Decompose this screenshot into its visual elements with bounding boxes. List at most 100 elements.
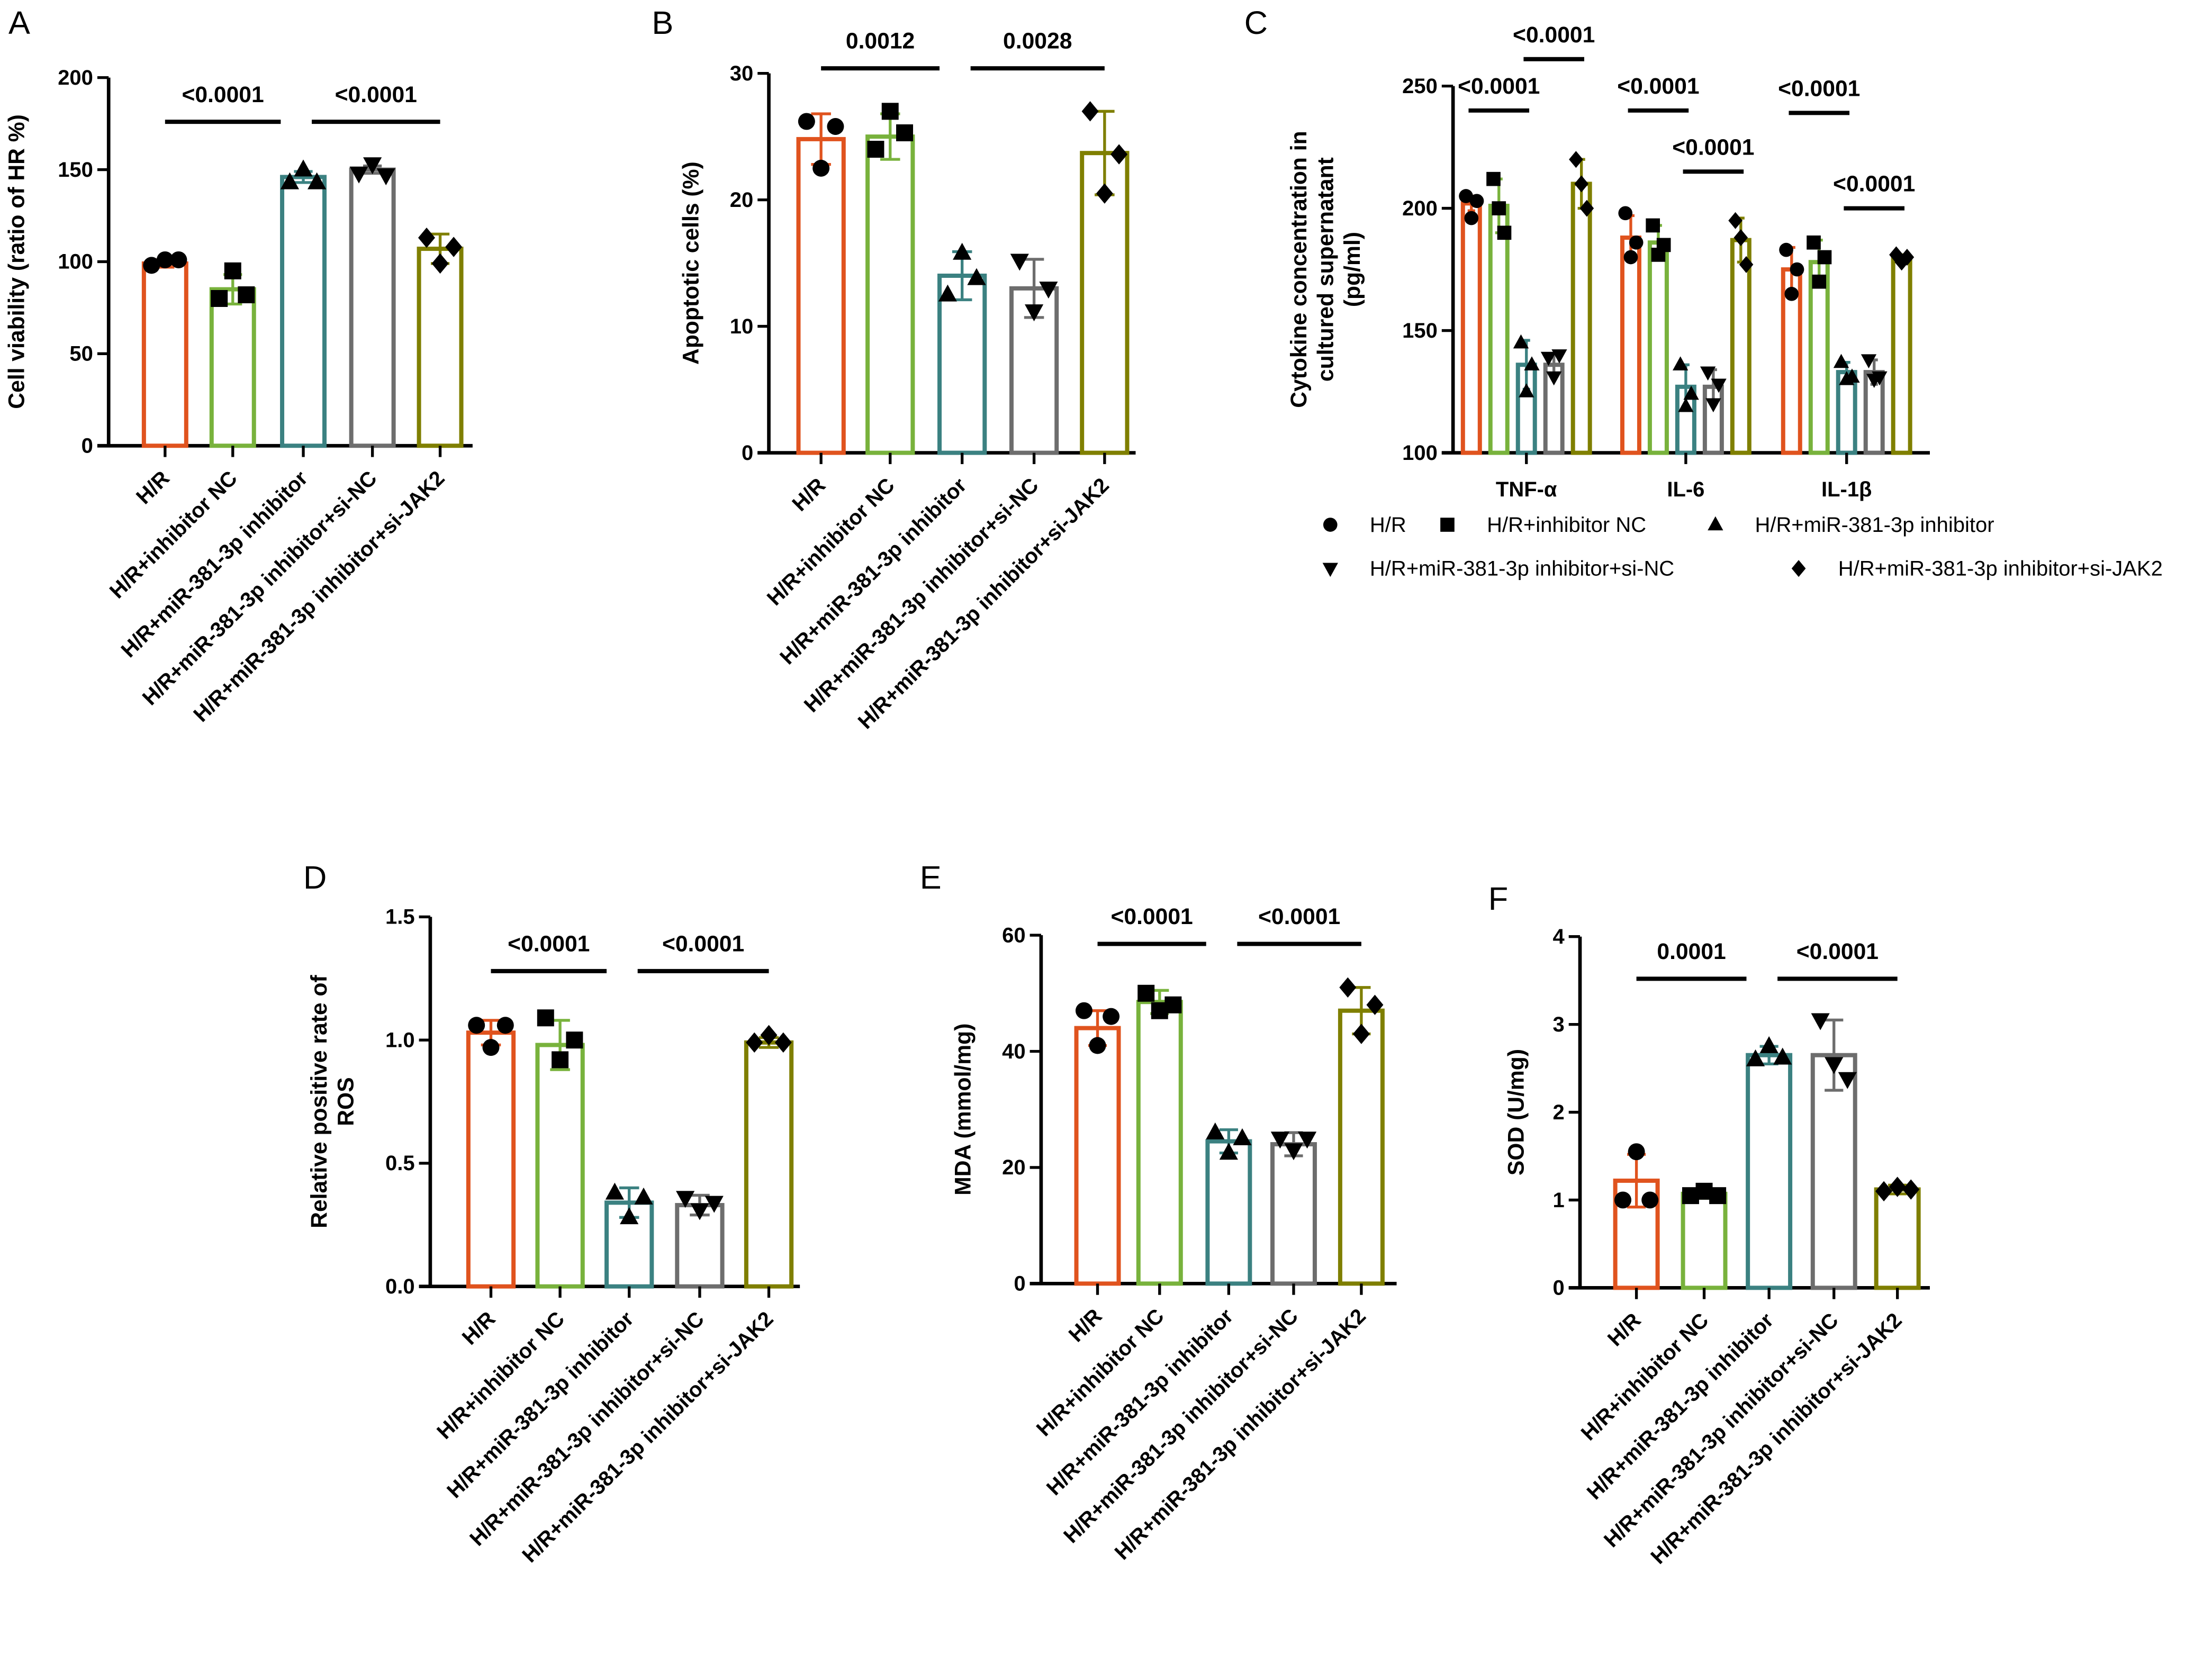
- data-point-triangle-up: [1833, 354, 1849, 368]
- data-point-square: [867, 141, 884, 158]
- x-tick-label: H/R+miR-381-3p inhibitor+si-JAK2: [518, 1307, 778, 1567]
- y-axis-label: Cell viability (ratio of HR %): [4, 114, 29, 409]
- data-point-triangle-up: [1672, 356, 1689, 370]
- data-point-triangle-down: [1825, 1057, 1844, 1074]
- data-point-circle: [1618, 206, 1633, 221]
- y-tick-label: 0.5: [385, 1152, 415, 1175]
- data-point-square: [1486, 171, 1501, 186]
- bar: [1460, 201, 1482, 455]
- y-tick-label: 200: [1402, 197, 1438, 220]
- data-point-square: [1812, 274, 1827, 289]
- data-point-circle: [1075, 1002, 1093, 1019]
- data-point-square: [1807, 235, 1821, 250]
- bar: [280, 175, 327, 448]
- data-point-triangle-up: [1746, 1049, 1765, 1066]
- data-point-triangle-down: [1551, 349, 1567, 364]
- p-value-label: <0.0001: [1796, 939, 1879, 964]
- data-point-triangle-down: [1700, 366, 1716, 381]
- data-point-triangle-down: [1705, 398, 1721, 413]
- data-point-square: [1497, 225, 1512, 240]
- legend: H/R H/R+inhibitor NC H/R+miR-381-3p inhibi…: [1322, 513, 2163, 580]
- panel-label: B: [652, 5, 673, 41]
- data-point-triangle-down: [1861, 354, 1877, 369]
- data-point-triangle-up: [1759, 1036, 1778, 1053]
- data-point-triangle-up: [1233, 1128, 1252, 1145]
- bar: [209, 287, 256, 448]
- data-point-circle: [798, 113, 815, 130]
- p-value-label: <0.0001: [182, 82, 264, 107]
- data-point-triangle-up: [634, 1187, 653, 1205]
- data-point-square: [1656, 238, 1671, 252]
- data-point-diamond: [746, 1032, 763, 1053]
- data-point-triangle-up: [1708, 516, 1723, 531]
- x-tick-label: TNF-α: [1496, 478, 1557, 501]
- data-point-circle: [496, 1017, 514, 1034]
- data-point-square: [211, 290, 228, 307]
- data-point-diamond: [1352, 1024, 1370, 1044]
- x-tick-label: H/R: [132, 466, 174, 509]
- data-point-square: [537, 1009, 554, 1027]
- bar: [1647, 240, 1669, 455]
- y-tick-label: 0: [1552, 1277, 1564, 1300]
- data-point-diamond: [760, 1025, 778, 1046]
- y-axis-label: SOD (U/mg): [1503, 1049, 1529, 1175]
- legend-item: H/R+miR-381-3p inhibitor: [1708, 513, 1994, 537]
- data-point-circle: [1623, 250, 1638, 265]
- bar: [1136, 1000, 1183, 1286]
- data-point-diamond: [1734, 229, 1748, 247]
- data-point-diamond: [1110, 144, 1128, 165]
- x-tick-label: H/R+miR-381-3p inhibitor+si-JAK2: [1110, 1305, 1370, 1564]
- p-value-label: 0.0001: [1657, 939, 1726, 964]
- p-value-label: <0.0001: [1458, 74, 1540, 99]
- data-point-square: [552, 1051, 569, 1069]
- data-point-square: [238, 286, 255, 304]
- legend-label: H/R+miR-381-3p inhibitor+si-NC: [1370, 557, 1674, 580]
- y-tick-label: 0: [82, 435, 93, 458]
- data-point-triangle-down: [1039, 282, 1058, 299]
- data-point-square: [566, 1031, 583, 1049]
- y-axis-label: cultured supernatant: [1313, 157, 1339, 382]
- data-point-circle: [143, 257, 160, 274]
- data-point-diamond: [1875, 1181, 1893, 1202]
- data-point-square: [881, 103, 899, 120]
- data-point-square: [1440, 518, 1455, 532]
- bar: [1891, 255, 1912, 455]
- data-point-triangle-down: [1838, 1072, 1857, 1089]
- y-tick-label: 1: [1552, 1189, 1564, 1212]
- x-tick-label: IL-1β: [1821, 478, 1872, 501]
- x-tick-label: H/R+inhibitor NC: [432, 1307, 569, 1444]
- data-point-triangle-down: [1284, 1143, 1303, 1161]
- legend-item: H/R+miR-381-3p inhibitor+si-NC: [1322, 557, 1674, 580]
- data-point-square: [1646, 218, 1660, 233]
- x-tick-label: H/R: [458, 1307, 500, 1350]
- y-axis-label: (pg/ml): [1340, 232, 1365, 307]
- bar: [1338, 1008, 1385, 1286]
- y-tick-label: 150: [1402, 319, 1438, 342]
- panel-d: D 0.0 0.5 1.0 1.5 Relative positive rate of RO…: [303, 859, 800, 1567]
- data-point-diamond: [1902, 1179, 1920, 1200]
- data-point-circle: [1464, 211, 1479, 225]
- p-value-label: <0.0001: [1110, 904, 1193, 929]
- bar: [1488, 203, 1510, 455]
- data-point-circle: [1779, 242, 1793, 257]
- data-point-triangle-down: [1872, 371, 1888, 386]
- data-point-square: [1817, 250, 1832, 265]
- data-point-circle: [156, 251, 174, 268]
- x-tick-label: H/R+miR-381-3p inhibitor+si-NC: [1600, 1309, 1843, 1552]
- legend-label: H/R+inhibitor NC: [1487, 513, 1646, 537]
- data-point-diamond: [1339, 977, 1357, 998]
- bar: [535, 1043, 585, 1289]
- legend-label: H/R: [1370, 513, 1406, 537]
- y-tick-label: 100: [58, 250, 93, 274]
- bar: [1808, 260, 1830, 455]
- data-point-diamond: [1574, 175, 1588, 193]
- data-point-square: [1709, 1187, 1727, 1205]
- y-tick-label: 20: [730, 188, 753, 212]
- bar: [1270, 1142, 1317, 1286]
- data-point-triangle-up: [620, 1207, 639, 1225]
- bar: [865, 134, 915, 455]
- data-point-circle: [468, 1017, 485, 1034]
- data-point-square: [896, 124, 914, 141]
- data-point-triangle-up: [1524, 356, 1540, 370]
